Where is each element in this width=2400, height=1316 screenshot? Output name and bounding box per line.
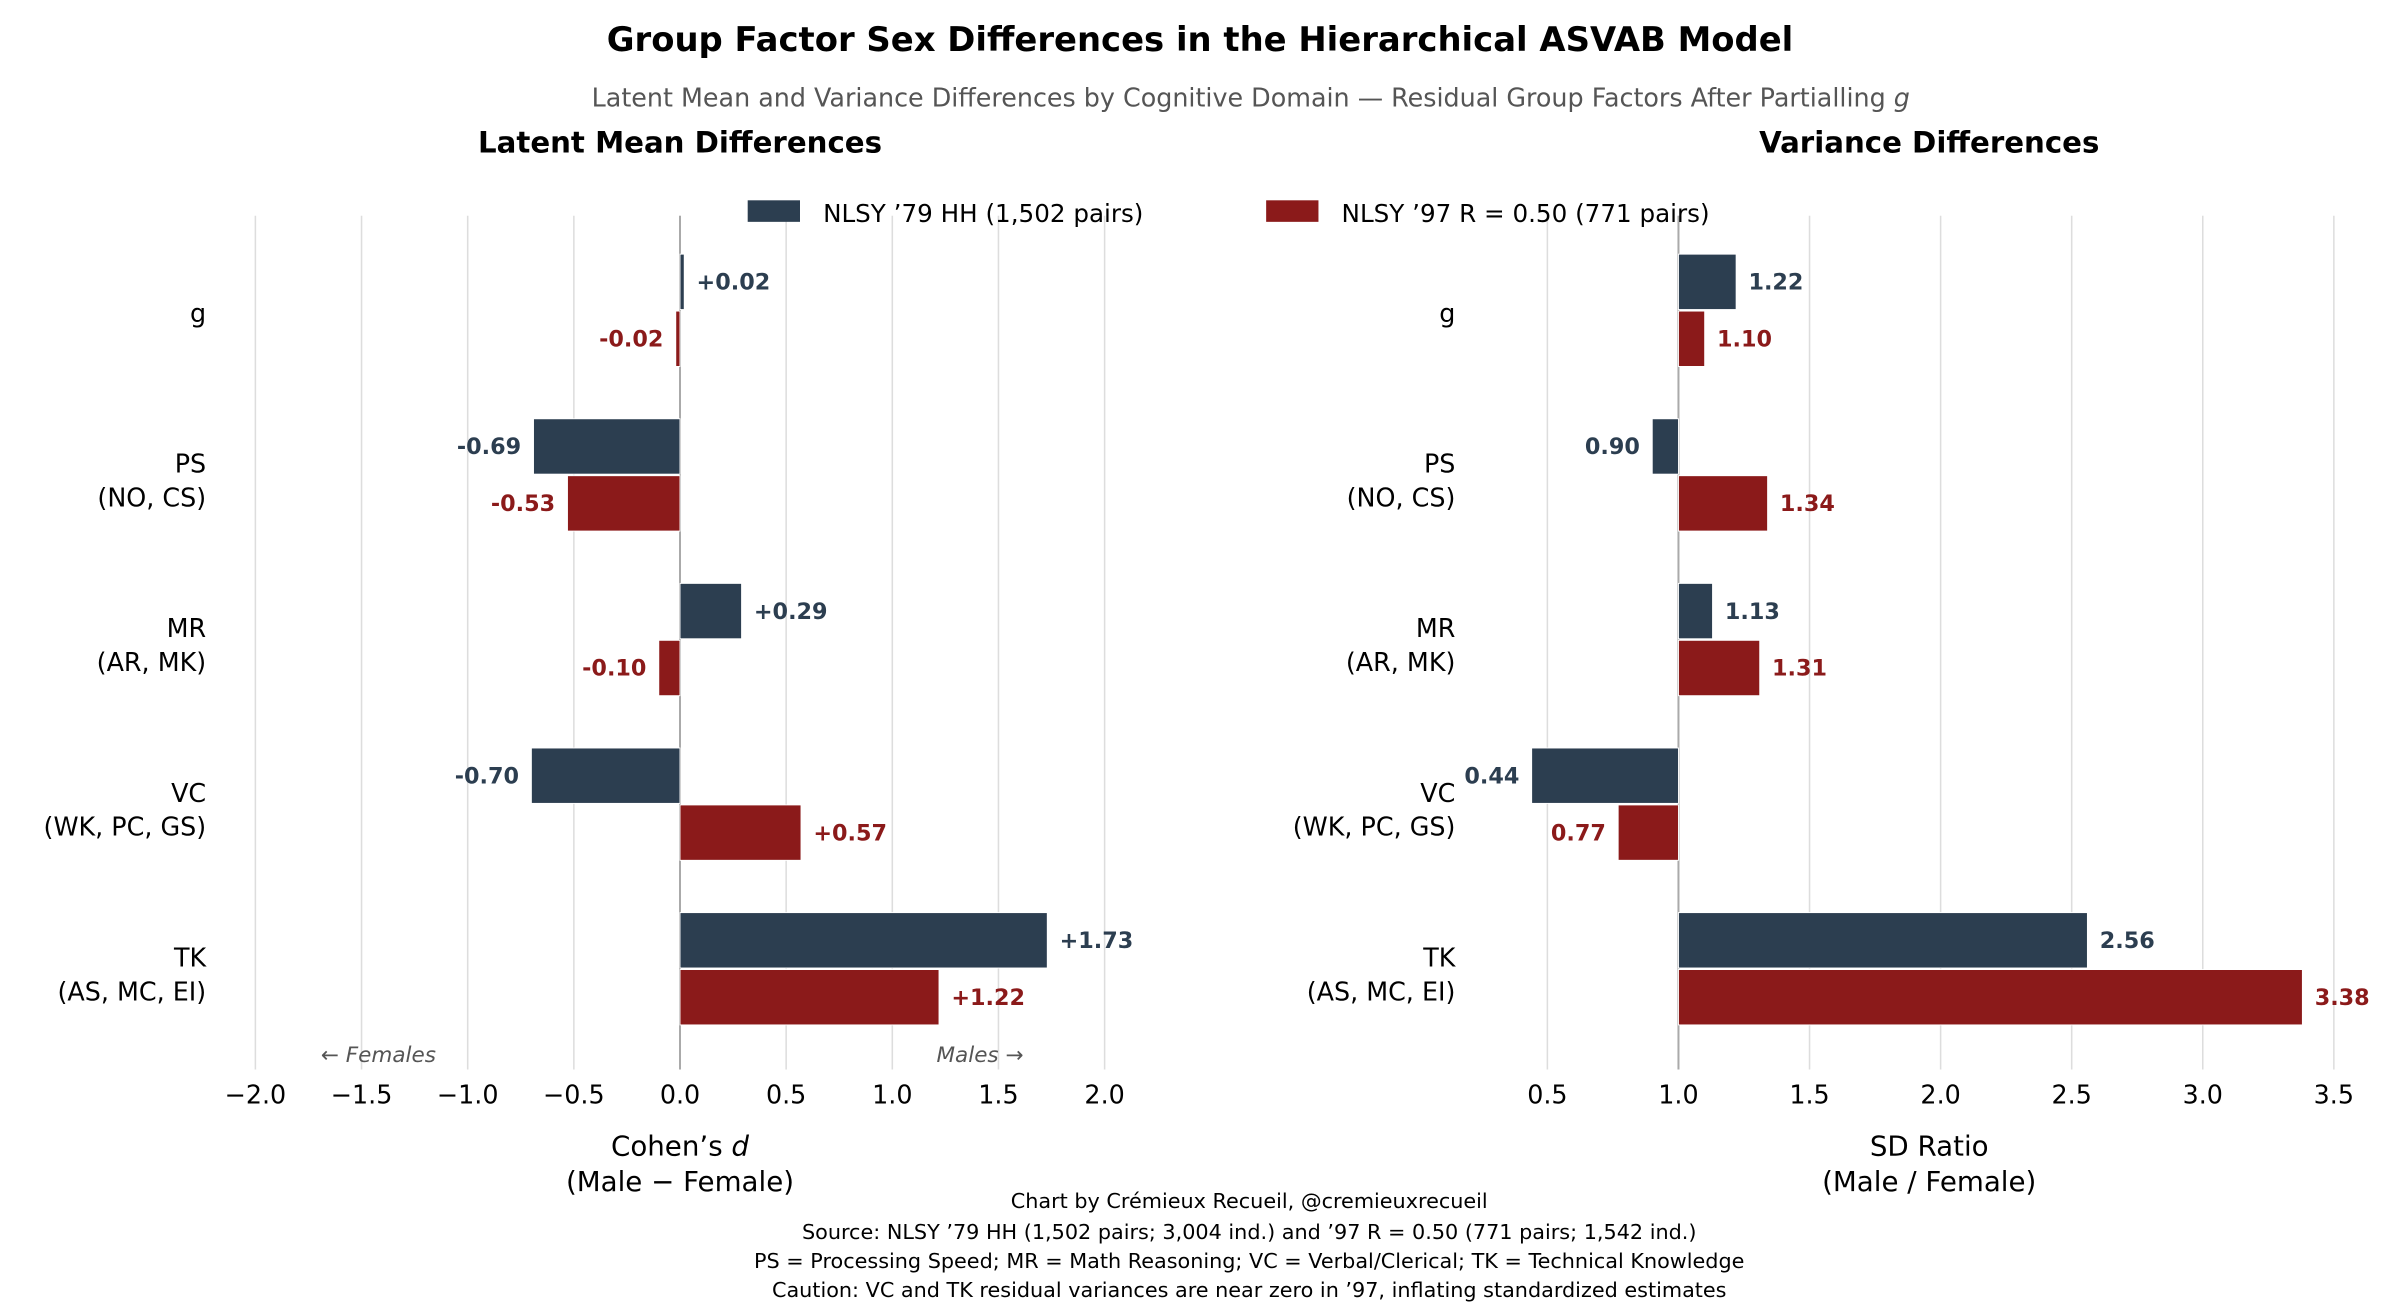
right-xtick-label: 3.0 — [2183, 1079, 2223, 1109]
right-bar-79 — [1678, 582, 1714, 640]
left-xtick-label: −0.5 — [543, 1079, 605, 1109]
right-bar-79 — [1678, 912, 2088, 969]
left-bar-79 — [530, 747, 681, 804]
right-category-label: g — [1439, 298, 1455, 328]
right-value-label: 3.38 — [2315, 985, 2370, 1011]
left-xtick-label: 1.0 — [872, 1079, 912, 1109]
right-category-label: (AR, MK) — [1346, 647, 1455, 677]
left-xtick-label: −1.0 — [437, 1079, 499, 1109]
right-category-label: (WK, PC, GS) — [1293, 812, 1456, 842]
right-bar-97 — [1678, 310, 1706, 367]
right-value-label: 1.31 — [1772, 656, 1827, 682]
right-value-label: 1.34 — [1780, 491, 1835, 517]
left-value-label: +0.02 — [697, 270, 771, 296]
right-value-label: 1.10 — [1717, 326, 1772, 352]
right-bar-97 — [1617, 804, 1679, 861]
right-xlabel-line1: SD Ratio — [1870, 1130, 1989, 1163]
left-value-label: +0.57 — [813, 820, 887, 846]
left-panel-title: Latent Mean Differences — [478, 126, 882, 160]
footer-credit: Chart by Crémieux Recueil, @cremieuxrecu… — [1011, 1189, 1488, 1213]
left-value-label: +1.22 — [951, 985, 1025, 1011]
left-value-label: -0.53 — [491, 491, 555, 517]
right-bar-79 — [1651, 418, 1679, 475]
right-bar-79 — [1531, 747, 1679, 804]
right-category-label: (NO, CS) — [1347, 482, 1456, 512]
left-xtick-label: −2.0 — [225, 1079, 287, 1109]
right-category-label: (AS, MC, EI) — [1307, 976, 1456, 1006]
left-xtick-label: 2.0 — [1084, 1079, 1124, 1109]
right-value-label: 2.56 — [2100, 928, 2155, 954]
right-bar-97 — [1678, 639, 1761, 697]
left-xlabel-line1: Cohen’s d — [611, 1130, 749, 1163]
footer-abbreviations: PS = Processing Speed; MR = Math Reasoni… — [754, 1249, 1744, 1273]
left-category-label: TK — [173, 942, 208, 972]
right-category-label: PS — [1424, 449, 1455, 479]
left-value-label: -0.02 — [599, 326, 663, 352]
left-category-label: VC — [171, 778, 206, 808]
right-xtick-label: 3.5 — [2314, 1079, 2354, 1109]
legend-label-79: NLSY ’79 HH (1,502 pairs) — [823, 199, 1143, 228]
legend: NLSY ’79 HH (1,502 pairs) NLSY ’97 R = 0… — [747, 199, 1710, 228]
left-bar-97 — [675, 310, 681, 367]
left-bar-97 — [679, 969, 940, 1026]
right-xtick-label: 2.5 — [2052, 1079, 2092, 1109]
left-category-label: (AR, MK) — [97, 647, 206, 677]
chart-title: Group Factor Sex Differences in the Hier… — [607, 20, 1793, 59]
right-value-label: 1.22 — [1748, 270, 1803, 296]
footer-caution: Caution: VC and TK residual variances ar… — [772, 1278, 1727, 1302]
left-xtick-label: −1.5 — [331, 1079, 393, 1109]
left-value-label: +0.29 — [754, 599, 828, 625]
left-xlabel-line2: (Male − Female) — [566, 1165, 794, 1198]
right-xtick-label: 2.0 — [1920, 1079, 1960, 1109]
males-direction-label: Males → — [936, 1043, 1023, 1068]
left-category-label: (WK, PC, GS) — [44, 812, 207, 842]
left-xtick-label: 1.5 — [978, 1079, 1018, 1109]
chart-subtitle: Latent Mean and Variance Differences by … — [592, 82, 1910, 112]
left-category-label: (NO, CS) — [97, 482, 206, 512]
left-category-label: g — [190, 298, 206, 328]
left-value-label: +1.73 — [1060, 928, 1134, 954]
left-xtick-label: 0.5 — [766, 1079, 806, 1109]
left-value-label: -0.10 — [582, 656, 646, 682]
right-xtick-label: 1.0 — [1658, 1079, 1698, 1109]
right-value-label: 1.13 — [1725, 599, 1780, 625]
legend-label-97: NLSY ’97 R = 0.50 (771 pairs) — [1342, 199, 1710, 228]
right-category-label: MR — [1416, 613, 1456, 643]
females-direction-label: ← Females — [321, 1043, 436, 1068]
right-value-label: 0.44 — [1464, 763, 1519, 789]
left-xtick-label: 0.0 — [660, 1079, 700, 1109]
right-value-label: 0.77 — [1551, 820, 1606, 846]
left-bar-79 — [679, 253, 685, 310]
footer-source: Source: NLSY ’79 HH (1,502 pairs; 3,004 … — [802, 1220, 1696, 1244]
left-bar-97 — [567, 475, 681, 532]
right-category-label: VC — [1420, 778, 1455, 808]
left-bar-79 — [679, 912, 1048, 969]
right-xtick-label: 1.5 — [1789, 1079, 1829, 1109]
left-value-label: -0.70 — [455, 763, 519, 789]
left-bar-79 — [533, 418, 681, 475]
left-category-label: PS — [175, 449, 206, 479]
right-xlabel-line2: (Male / Female) — [1822, 1165, 2036, 1198]
left-bar-97 — [679, 804, 802, 861]
left-bar-97 — [658, 639, 681, 697]
right-bar-79 — [1678, 253, 1737, 310]
right-bar-97 — [1678, 969, 2303, 1026]
left-category-label: (AS, MC, EI) — [57, 976, 206, 1006]
legend-swatch-79 — [747, 200, 800, 222]
right-value-label: 0.90 — [1585, 434, 1640, 460]
left-category-label: MR — [167, 613, 207, 643]
legend-swatch-97 — [1266, 200, 1319, 222]
right-bar-97 — [1678, 475, 1769, 532]
right-xtick-label: 0.5 — [1527, 1079, 1567, 1109]
right-panel-title: Variance Differences — [1759, 126, 2099, 160]
left-value-label: -0.69 — [457, 434, 521, 460]
left-bar-79 — [679, 582, 743, 640]
right-category-label: TK — [1422, 942, 1457, 972]
